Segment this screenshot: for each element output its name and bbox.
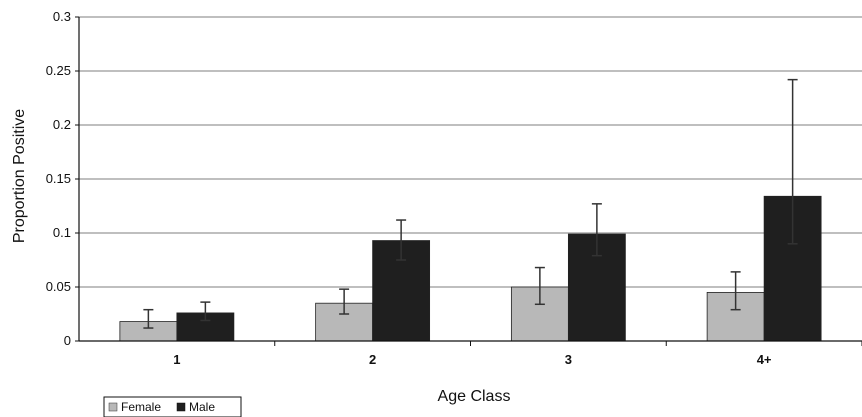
y-tick-label: 0.25 [46,63,71,78]
y-axis-title: Proportion Positive [11,109,28,243]
ticks-layer: 0 0.05 0.1 0.15 0.2 0.25 0.3 1 2 3 4+ [46,9,862,367]
y-tick-label: 0.2 [53,117,71,132]
x-tick-label: 2 [369,352,376,367]
legend-female-label: Female [121,400,161,414]
x-axis-title: Age Class [438,388,511,405]
y-tick-label: 0.3 [53,9,71,24]
x-tick-label: 1 [173,352,180,367]
legend-box [103,396,242,417]
x-tick-label: 4+ [757,352,772,367]
grid-layer [79,16,862,288]
legend-male-swatch [176,402,186,412]
legend: Female Male [103,396,242,417]
error-bars-layer [143,78,798,329]
legend-female-swatch [108,402,118,412]
legend-male-label: Male [189,400,215,414]
bars-layer [119,195,822,342]
y-tick-label: 0.15 [46,171,71,186]
y-tick-label: 0.05 [46,279,71,294]
x-tick-label: 3 [565,352,572,367]
y-tick-label: 0.1 [53,225,71,240]
y-tick-label: 0 [64,333,71,348]
